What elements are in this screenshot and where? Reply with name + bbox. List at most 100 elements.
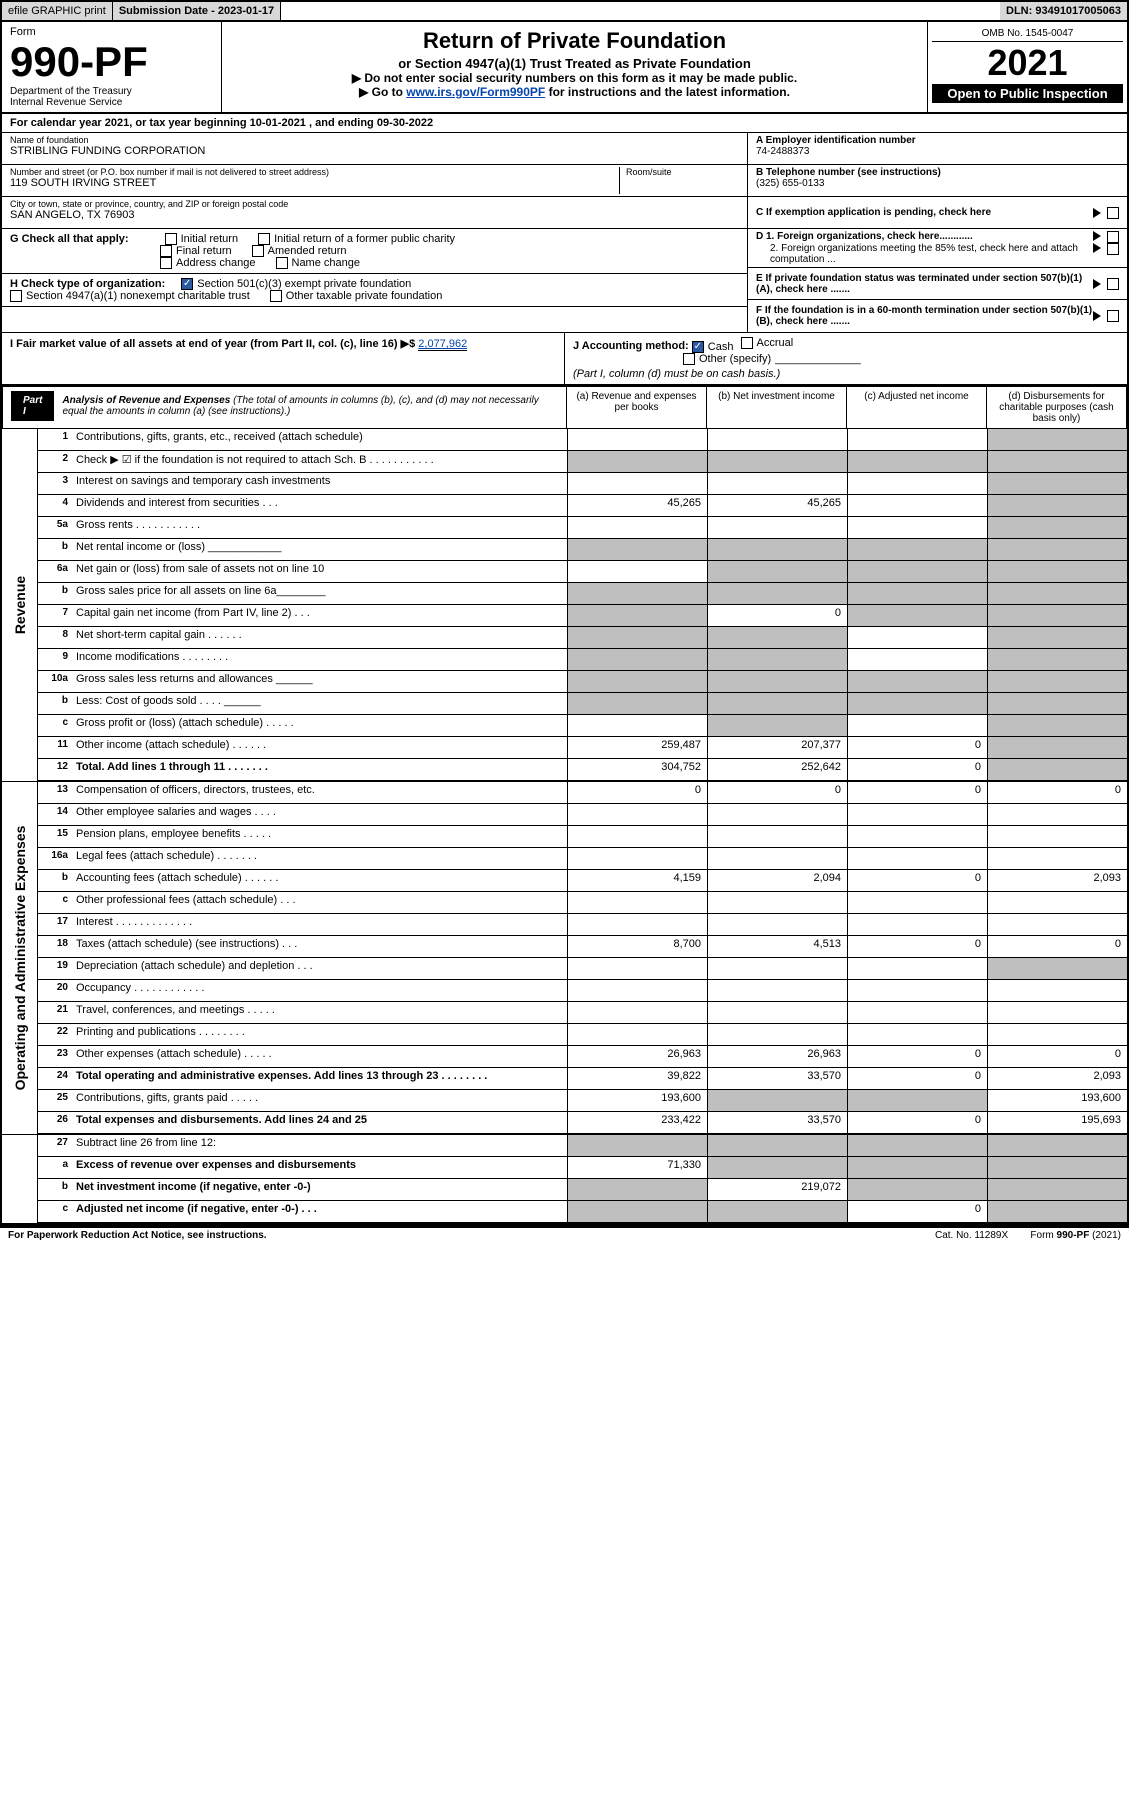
cell <box>567 1002 707 1023</box>
cell <box>847 671 987 692</box>
cell <box>707 517 847 538</box>
line-number: 22 <box>38 1024 72 1045</box>
section-j: J Accounting method: Cash Accrual Other … <box>565 333 1127 384</box>
tax-year: 2021 <box>932 42 1123 84</box>
table-row: bGross sales price for all assets on lin… <box>38 583 1127 605</box>
line-number: 6a <box>38 561 72 582</box>
cell: 0 <box>987 782 1127 803</box>
cell <box>987 737 1127 758</box>
ck-c[interactable] <box>1107 207 1119 219</box>
cell <box>847 627 987 648</box>
ck-address-change[interactable] <box>160 257 172 269</box>
line-desc: Contributions, gifts, grants paid . . . … <box>72 1090 567 1111</box>
ck-501c3[interactable] <box>181 278 193 290</box>
line-number: 5a <box>38 517 72 538</box>
cell <box>987 759 1127 780</box>
d2-label: 2. Foreign organizations meeting the 85%… <box>770 243 1093 265</box>
cell <box>987 1135 1127 1156</box>
arrow-icon <box>1093 208 1101 218</box>
line-number: 14 <box>38 804 72 825</box>
ck-accrual[interactable] <box>741 337 753 349</box>
cell <box>847 561 987 582</box>
ck-final-return[interactable] <box>160 245 172 257</box>
ck-cash[interactable] <box>692 341 704 353</box>
cell <box>847 517 987 538</box>
cell <box>847 495 987 516</box>
line-number: 23 <box>38 1046 72 1067</box>
cell <box>987 583 1127 604</box>
cell: 26,963 <box>707 1046 847 1067</box>
arrow-icon <box>1093 311 1101 321</box>
line-desc: Net gain or (loss) from sale of assets n… <box>72 561 567 582</box>
line-desc: Total expenses and disbursements. Add li… <box>72 1112 567 1133</box>
cell <box>847 848 987 869</box>
cell <box>567 715 707 736</box>
line-number: 20 <box>38 980 72 1001</box>
line-number: 13 <box>38 782 72 803</box>
ck-amended-return[interactable] <box>252 245 264 257</box>
cell: 45,265 <box>567 495 707 516</box>
cell <box>707 539 847 560</box>
arrow-icon <box>1093 231 1101 241</box>
table-row: 25Contributions, gifts, grants paid . . … <box>38 1090 1127 1112</box>
arrow-icon <box>1093 279 1101 289</box>
sections-ijf: I Fair market value of all assets at end… <box>2 333 1127 386</box>
cell <box>987 826 1127 847</box>
table-row: 12Total. Add lines 1 through 11 . . . . … <box>38 759 1127 781</box>
ck-name-change[interactable] <box>276 257 288 269</box>
table-row: cGross profit or (loss) (attach schedule… <box>38 715 1127 737</box>
cell <box>987 429 1127 450</box>
cell <box>567 958 707 979</box>
line-desc: Net investment income (if negative, ente… <box>72 1179 567 1200</box>
form990pf-link[interactable]: www.irs.gov/Form990PF <box>406 85 545 99</box>
cell: 0 <box>847 1201 987 1222</box>
col-b: (b) Net investment income <box>706 387 846 428</box>
g-label: G Check all that apply: <box>10 233 129 245</box>
cell <box>707 892 847 913</box>
line-desc: Adjusted net income (if negative, enter … <box>72 1201 567 1222</box>
line-number: 27 <box>38 1135 72 1156</box>
fmv-link[interactable]: 2,077,962 <box>418 338 467 351</box>
name-label: Name of foundation <box>10 135 739 145</box>
cell <box>987 671 1127 692</box>
line-desc: Gross sales price for all assets on line… <box>72 583 567 604</box>
ck-other-taxable[interactable] <box>270 290 282 302</box>
cell: 0 <box>847 936 987 957</box>
ck-initial-return[interactable] <box>165 233 177 245</box>
table-row: 3Interest on savings and temporary cash … <box>38 473 1127 495</box>
cell: 0 <box>847 759 987 780</box>
ck-4947a1[interactable] <box>10 290 22 302</box>
ck-other-method[interactable] <box>683 353 695 365</box>
table-row: bLess: Cost of goods sold . . . . ______ <box>38 693 1127 715</box>
part1-header: Part I Analysis of Revenue and Expenses … <box>2 386 1127 429</box>
line-desc: Pension plans, employee benefits . . . .… <box>72 826 567 847</box>
line-desc: Net short-term capital gain . . . . . . <box>72 627 567 648</box>
line-desc: Interest . . . . . . . . . . . . . <box>72 914 567 935</box>
table-row: 23Other expenses (attach schedule) . . .… <box>38 1046 1127 1068</box>
ck-e[interactable] <box>1107 278 1119 290</box>
cell: 45,265 <box>707 495 847 516</box>
cell <box>707 649 847 670</box>
cell <box>847 429 987 450</box>
cell: 0 <box>847 1112 987 1133</box>
section-label: Operating and Administrative Expenses <box>2 782 38 1134</box>
table-row: cAdjusted net income (if negative, enter… <box>38 1201 1127 1223</box>
cell <box>987 892 1127 913</box>
line-desc: Gross rents . . . . . . . . . . . <box>72 517 567 538</box>
cell <box>847 605 987 626</box>
line-number: c <box>38 715 72 736</box>
col-d: (d) Disbursements for charitable purpose… <box>986 387 1126 428</box>
ck-d1[interactable] <box>1107 231 1119 243</box>
line-desc: Check ▶ ☑ if the foundation is not requi… <box>72 451 567 472</box>
form-subtitle: or Section 4947(a)(1) Trust Treated as P… <box>230 56 919 71</box>
table-row: bNet rental income or (loss) ___________… <box>38 539 1127 561</box>
ck-initial-return-former[interactable] <box>258 233 270 245</box>
ck-d2[interactable] <box>1107 243 1119 255</box>
cell <box>987 1157 1127 1178</box>
cell <box>987 451 1127 472</box>
ck-f[interactable] <box>1107 310 1119 322</box>
line-desc: Other employee salaries and wages . . . … <box>72 804 567 825</box>
section-label <box>2 1135 38 1223</box>
cell <box>567 451 707 472</box>
cell <box>987 693 1127 714</box>
